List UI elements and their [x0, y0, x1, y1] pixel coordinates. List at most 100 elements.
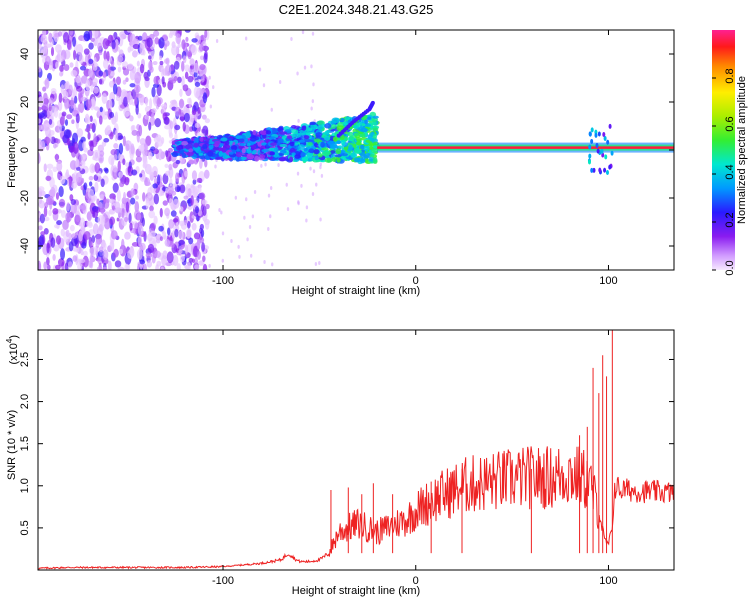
heat-cell — [153, 193, 160, 205]
heat-cell — [71, 236, 78, 247]
heat-cell — [196, 177, 203, 183]
heat-cell — [46, 109, 50, 118]
heat-cell — [110, 149, 118, 156]
heat-cell — [57, 31, 62, 37]
heat-cell — [90, 84, 94, 93]
heat-cell — [277, 162, 280, 167]
heat-cell — [125, 201, 130, 213]
heat-cell — [158, 225, 164, 232]
heat-cell — [289, 147, 296, 154]
heat-cell — [92, 156, 97, 161]
heat-cell — [309, 121, 317, 126]
colorbar-tick-label: 0.2 — [724, 212, 736, 227]
heat-cell — [249, 253, 253, 258]
heat-cell — [129, 222, 133, 231]
heat-cell — [75, 247, 80, 253]
heat-cell — [78, 230, 84, 242]
heat-cell — [104, 168, 109, 174]
heat-cell — [112, 83, 118, 95]
heat-cell — [137, 225, 144, 236]
heat-cell — [208, 263, 211, 268]
heat-cell — [138, 144, 145, 152]
heat-cell — [135, 104, 139, 115]
heat-cell — [66, 202, 70, 212]
heat-cell — [135, 195, 139, 200]
heat-cell — [244, 36, 248, 41]
heat-cell — [361, 123, 366, 127]
heat-cell — [153, 177, 157, 186]
heat-cell — [300, 183, 303, 188]
heat-cell — [340, 118, 345, 122]
heat-cell — [69, 160, 77, 170]
heat-cell — [101, 140, 107, 147]
heat-cell — [319, 165, 322, 170]
heat-cell — [320, 173, 324, 178]
heat-cell — [127, 46, 132, 53]
heat-cell — [38, 118, 41, 124]
heat-cell — [76, 166, 81, 171]
heat-cell — [86, 211, 92, 222]
heat-cell — [237, 244, 240, 249]
heat-cell — [131, 169, 138, 176]
heat-cell — [108, 198, 115, 204]
heat-cell — [55, 138, 61, 144]
heat-cell — [131, 129, 138, 136]
heat-cell — [40, 231, 46, 236]
heat-cell — [182, 121, 186, 132]
heat-cell — [121, 238, 125, 251]
heat-cell — [132, 50, 138, 58]
heat-cell — [119, 181, 125, 188]
heat-cell — [166, 184, 174, 195]
heat-cell — [265, 130, 272, 135]
heat-cell — [86, 221, 90, 227]
heat-cell — [39, 234, 45, 247]
heat-cell — [294, 154, 301, 159]
colorbar-gradient — [712, 30, 735, 270]
heat-cell — [167, 227, 171, 236]
heat-cell — [274, 146, 279, 153]
heat-cell — [58, 198, 66, 208]
heat-cell — [145, 252, 153, 258]
heat-cell — [187, 159, 195, 165]
heat-cell — [38, 96, 44, 107]
heat-cell — [305, 205, 309, 210]
heat-cell — [277, 126, 284, 133]
heat-cell — [53, 143, 57, 149]
heat-cell — [92, 77, 98, 85]
heat-cell — [68, 175, 73, 188]
heat-cell — [191, 258, 195, 264]
heat-cell — [221, 258, 225, 263]
heat-cell — [146, 111, 152, 117]
heat-cell — [349, 135, 354, 141]
heat-cell — [321, 147, 329, 151]
heat-cell — [65, 212, 72, 223]
heat-cell — [172, 183, 178, 188]
heat-cell — [83, 48, 90, 55]
heat-cell — [127, 165, 132, 173]
heat-cell — [588, 144, 592, 150]
heat-cell — [337, 145, 344, 149]
heat-cell — [175, 33, 182, 45]
heat-cell — [165, 57, 170, 65]
heat-cell — [80, 96, 88, 102]
heat-cell — [43, 261, 48, 270]
heat-cell — [124, 263, 129, 270]
heat-cell — [153, 30, 160, 37]
spectrogram-axes: -100 0 100 -40 -20 0 20 40 — [19, 30, 674, 287]
heat-cell — [72, 141, 79, 154]
heat-cell — [84, 128, 91, 133]
heat-cell — [55, 153, 59, 163]
heat-cell — [134, 222, 139, 230]
heat-cell — [108, 111, 115, 119]
heat-cell — [135, 155, 142, 163]
heat-cell — [149, 205, 154, 212]
heat-cell — [47, 195, 54, 205]
heat-cell — [340, 153, 348, 157]
heat-cell — [336, 140, 342, 145]
heat-cell — [209, 104, 212, 109]
heat-cell — [176, 263, 181, 270]
spectrogram-xtick-label: 100 — [599, 275, 617, 287]
heat-cell — [75, 158, 80, 168]
heat-cell — [186, 261, 191, 270]
heat-cell — [46, 264, 51, 270]
